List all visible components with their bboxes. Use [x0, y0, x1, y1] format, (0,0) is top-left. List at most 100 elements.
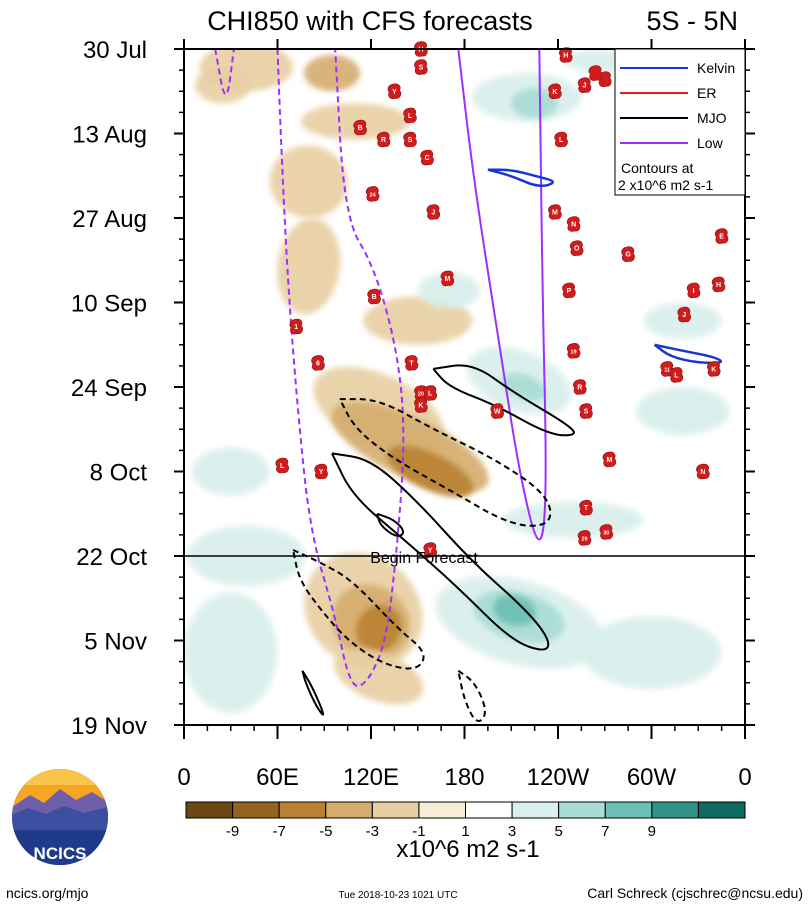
storm-label: 19 [571, 349, 577, 355]
storm-marker: Y [387, 83, 402, 100]
storm-eye [572, 244, 581, 253]
storm-label: M [552, 210, 558, 217]
storm-label: S [584, 409, 589, 416]
legend-box [614, 48, 746, 196]
anomaly-blob [363, 296, 473, 345]
x-tick-label: 60E [256, 764, 299, 791]
anomaly-blob [635, 387, 730, 436]
colorbar-bin [697, 801, 746, 819]
storm-label: J [682, 312, 686, 319]
storm-label: N [571, 222, 576, 229]
colorbar-bin [511, 801, 560, 819]
storm-marker: K [548, 83, 562, 100]
y-tick-label: 8 Oct [90, 460, 148, 487]
legend-label-er: ER [697, 85, 716, 101]
chart-title: CHI850 with CFS forecasts [207, 6, 533, 36]
anomaly-blob [492, 594, 536, 626]
storm-label: L [674, 372, 679, 379]
storm-eye [416, 400, 426, 410]
storm-label: 1 [294, 324, 298, 331]
storm-eye [355, 123, 365, 132]
low-contour [276, 49, 405, 687]
colorbar-tick-label: -3 [366, 823, 379, 840]
storm-eye [407, 358, 416, 368]
colorbar-bin [185, 801, 234, 819]
storm-eye [422, 153, 432, 162]
storm-label: L [280, 463, 285, 470]
anomaly-blob [387, 445, 474, 498]
storm-label: 24 [370, 192, 377, 198]
contour-layer [214, 49, 723, 722]
storm-eye [569, 219, 578, 229]
colorbar-tick-label: 7 [601, 823, 609, 840]
storm-eye [390, 87, 399, 96]
x-tick-label: 120W [527, 764, 590, 791]
storm-eye [580, 81, 589, 90]
storm-label: Y [392, 89, 397, 96]
storm-eye [426, 388, 435, 398]
storm-eye [443, 274, 452, 283]
storm-marker: B [353, 119, 367, 136]
storm-marker: J [577, 77, 592, 93]
storm-marker: L [554, 131, 568, 148]
storm-eye [429, 207, 438, 217]
storm-marker: R [573, 379, 587, 395]
storm-marker: L [403, 107, 417, 124]
storm-marker: M [602, 451, 617, 468]
storm-label: Y [319, 469, 324, 476]
legend-note-1: Contours at [621, 160, 693, 176]
storm-marker: K [707, 361, 721, 377]
storm-marker: S [414, 59, 428, 75]
storm-eye [405, 111, 415, 120]
storm-marker: 29 [577, 530, 592, 546]
anomaly-blob [334, 648, 424, 705]
storm-marker: L [275, 457, 289, 474]
storm-eye [426, 545, 435, 555]
colorbar-bin [232, 801, 280, 819]
anomaly-blob [194, 67, 252, 104]
region-label: 5S - 5N [646, 6, 738, 36]
storm-label: K [418, 403, 423, 410]
x-axis: 0 60E 120E 180 120W 60W 0 [177, 39, 752, 791]
storm-marker: L [669, 367, 684, 383]
storm-label: R [381, 137, 386, 144]
anomaly-blob [503, 501, 644, 538]
storm-label: 30 [603, 530, 609, 536]
storm-eye [623, 250, 633, 259]
storm-marker: 1 [289, 318, 303, 335]
y-tick-label: 22 Oct [76, 544, 147, 571]
storm-label: H [716, 282, 721, 289]
storm-marker: O [569, 240, 584, 256]
storm-eye [580, 533, 589, 543]
storm-eye [416, 388, 426, 398]
footer-right: Carl Schreck (cjschrec@ncsu.edu) [587, 885, 803, 901]
storm-eye [416, 62, 426, 72]
mjo-contour [457, 669, 486, 722]
y-tick-label: 13 Aug [72, 122, 147, 149]
storm-marker: L [423, 385, 437, 401]
colorbar-tick-label: -7 [272, 823, 285, 840]
kelvin-contour [487, 168, 554, 188]
y-axis: 30 Jul 13 Aug 27 Aug 10 Sep 24 Sep 8 Oct 22 Oc… [71, 37, 755, 740]
anomaly-blob [303, 55, 361, 92]
storm-marker: 24 [365, 186, 380, 202]
mjo-contour [301, 670, 325, 716]
colorbar: -9 -7 -5 -3 -1 1 3 5 7 9 [185, 801, 746, 840]
storm-marker: J [426, 204, 440, 220]
legend-note-2: 2 x10^6 m2 s-1 [618, 177, 713, 193]
anomaly-blob [191, 447, 270, 496]
storm-marker: B [367, 288, 381, 305]
kelvin-contour [653, 343, 723, 365]
storm-eye [717, 231, 726, 241]
storm-marker: W [490, 403, 504, 419]
storm-label: I [693, 288, 695, 295]
storm-eye [591, 68, 600, 78]
storm-label: S [408, 137, 413, 144]
storm-label: K [552, 89, 557, 96]
storm-marker: K [414, 397, 428, 413]
storm-marker: R [376, 131, 391, 148]
storm-label: C [425, 155, 430, 162]
colorbar-tick-label: 3 [508, 823, 516, 840]
storm-marker [588, 65, 603, 81]
storm-marker: N [696, 463, 710, 480]
